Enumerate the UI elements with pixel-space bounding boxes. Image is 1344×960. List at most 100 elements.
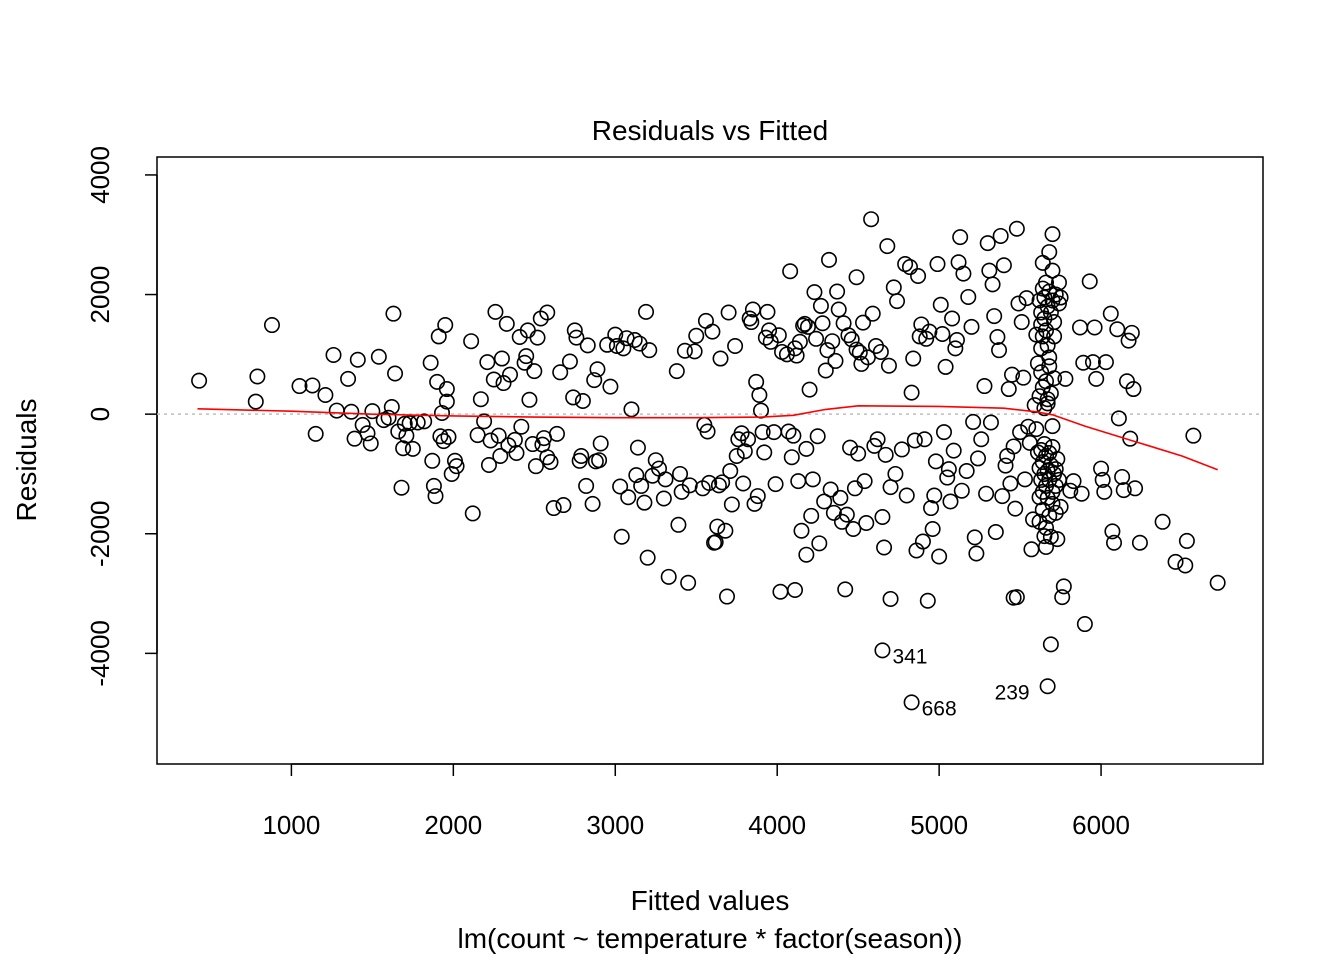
data-point xyxy=(960,288,977,305)
data-point xyxy=(427,488,444,505)
data-point xyxy=(757,329,774,346)
data-point xyxy=(349,351,366,368)
outlier-labels: 341 668 239 xyxy=(892,645,1029,720)
data-point xyxy=(498,315,515,332)
data-point xyxy=(599,336,616,353)
data-point xyxy=(825,504,842,521)
data-point xyxy=(851,344,868,361)
data-point xyxy=(566,322,583,339)
data-point xyxy=(589,361,606,378)
data-point xyxy=(1094,471,1111,488)
data-point xyxy=(396,415,413,432)
data-point xyxy=(940,461,957,478)
data-point xyxy=(508,445,525,462)
data-point xyxy=(743,314,760,331)
data-point xyxy=(1057,370,1074,387)
data-point xyxy=(364,403,381,420)
data-point xyxy=(986,308,1003,325)
data-points xyxy=(191,211,1226,711)
data-point xyxy=(1102,305,1119,322)
data-point xyxy=(770,327,787,344)
data-point xyxy=(591,452,608,469)
data-point xyxy=(574,392,591,409)
data-point xyxy=(463,333,480,350)
data-point xyxy=(1046,370,1063,387)
y-tick-label: 4000 xyxy=(85,146,115,204)
data-point xyxy=(984,276,1001,293)
data-point xyxy=(641,342,658,359)
data-point xyxy=(914,533,931,550)
data-point xyxy=(1076,616,1093,633)
data-point xyxy=(756,444,773,461)
data-point xyxy=(1041,244,1058,261)
data-point xyxy=(487,303,504,320)
data-point xyxy=(1109,321,1126,338)
data-point xyxy=(806,284,823,301)
data-point xyxy=(1073,485,1090,502)
data-point xyxy=(1029,355,1046,372)
data-point xyxy=(923,500,940,517)
data-point xyxy=(655,490,672,507)
data-point xyxy=(422,354,439,371)
data-point xyxy=(1034,254,1051,271)
data-point xyxy=(981,262,998,279)
data-point xyxy=(1036,400,1053,417)
data-point xyxy=(796,315,813,332)
data-point xyxy=(440,428,457,445)
data-point xyxy=(502,366,519,383)
data-point xyxy=(425,477,442,494)
data-point xyxy=(728,448,745,465)
data-point xyxy=(963,318,980,335)
data-point xyxy=(791,333,808,350)
data-point xyxy=(249,368,266,385)
data-point xyxy=(385,305,402,322)
data-point xyxy=(1028,326,1045,343)
data-point xyxy=(573,448,590,465)
y-axis-title: Residuals xyxy=(11,399,42,522)
x-tick-label: 2000 xyxy=(424,810,482,840)
data-point xyxy=(753,402,770,419)
data-point xyxy=(565,389,582,406)
data-point xyxy=(1049,451,1066,468)
data-point xyxy=(1115,482,1132,499)
data-point xyxy=(889,293,906,310)
data-point xyxy=(723,496,740,513)
data-point xyxy=(490,427,507,444)
data-point xyxy=(191,372,208,389)
data-point xyxy=(437,317,454,334)
data-point xyxy=(932,296,949,313)
data-point xyxy=(799,318,816,335)
data-point xyxy=(783,449,800,466)
y-tick-label: -2000 xyxy=(85,501,115,568)
data-point xyxy=(686,343,703,360)
data-point xyxy=(1012,424,1029,441)
data-point xyxy=(950,254,967,271)
data-point xyxy=(629,439,646,456)
data-point xyxy=(838,506,855,523)
data-point xyxy=(901,259,918,276)
data-point xyxy=(814,315,831,332)
data-point xyxy=(887,465,904,482)
data-point xyxy=(916,431,933,448)
data-point xyxy=(1106,534,1123,551)
data-point xyxy=(720,304,737,321)
data-point xyxy=(579,337,596,354)
data-point xyxy=(995,257,1012,274)
data-point xyxy=(1020,418,1037,435)
data-point xyxy=(247,393,264,410)
data-point xyxy=(398,427,415,444)
plot-frame xyxy=(156,156,1264,765)
data-point xyxy=(493,350,510,367)
data-point xyxy=(328,402,345,419)
data-point xyxy=(969,450,986,467)
data-point xyxy=(811,535,828,552)
data-point xyxy=(778,346,795,363)
data-point xyxy=(897,256,914,273)
data-point xyxy=(824,333,841,350)
chart-subtitle: lm(count ~ temperature * factor(season)) xyxy=(458,923,963,954)
data-point xyxy=(704,323,721,340)
lowess-smoother xyxy=(197,404,1218,471)
data-point xyxy=(948,331,965,348)
data-point xyxy=(1123,324,1140,341)
data-point xyxy=(1097,354,1114,371)
